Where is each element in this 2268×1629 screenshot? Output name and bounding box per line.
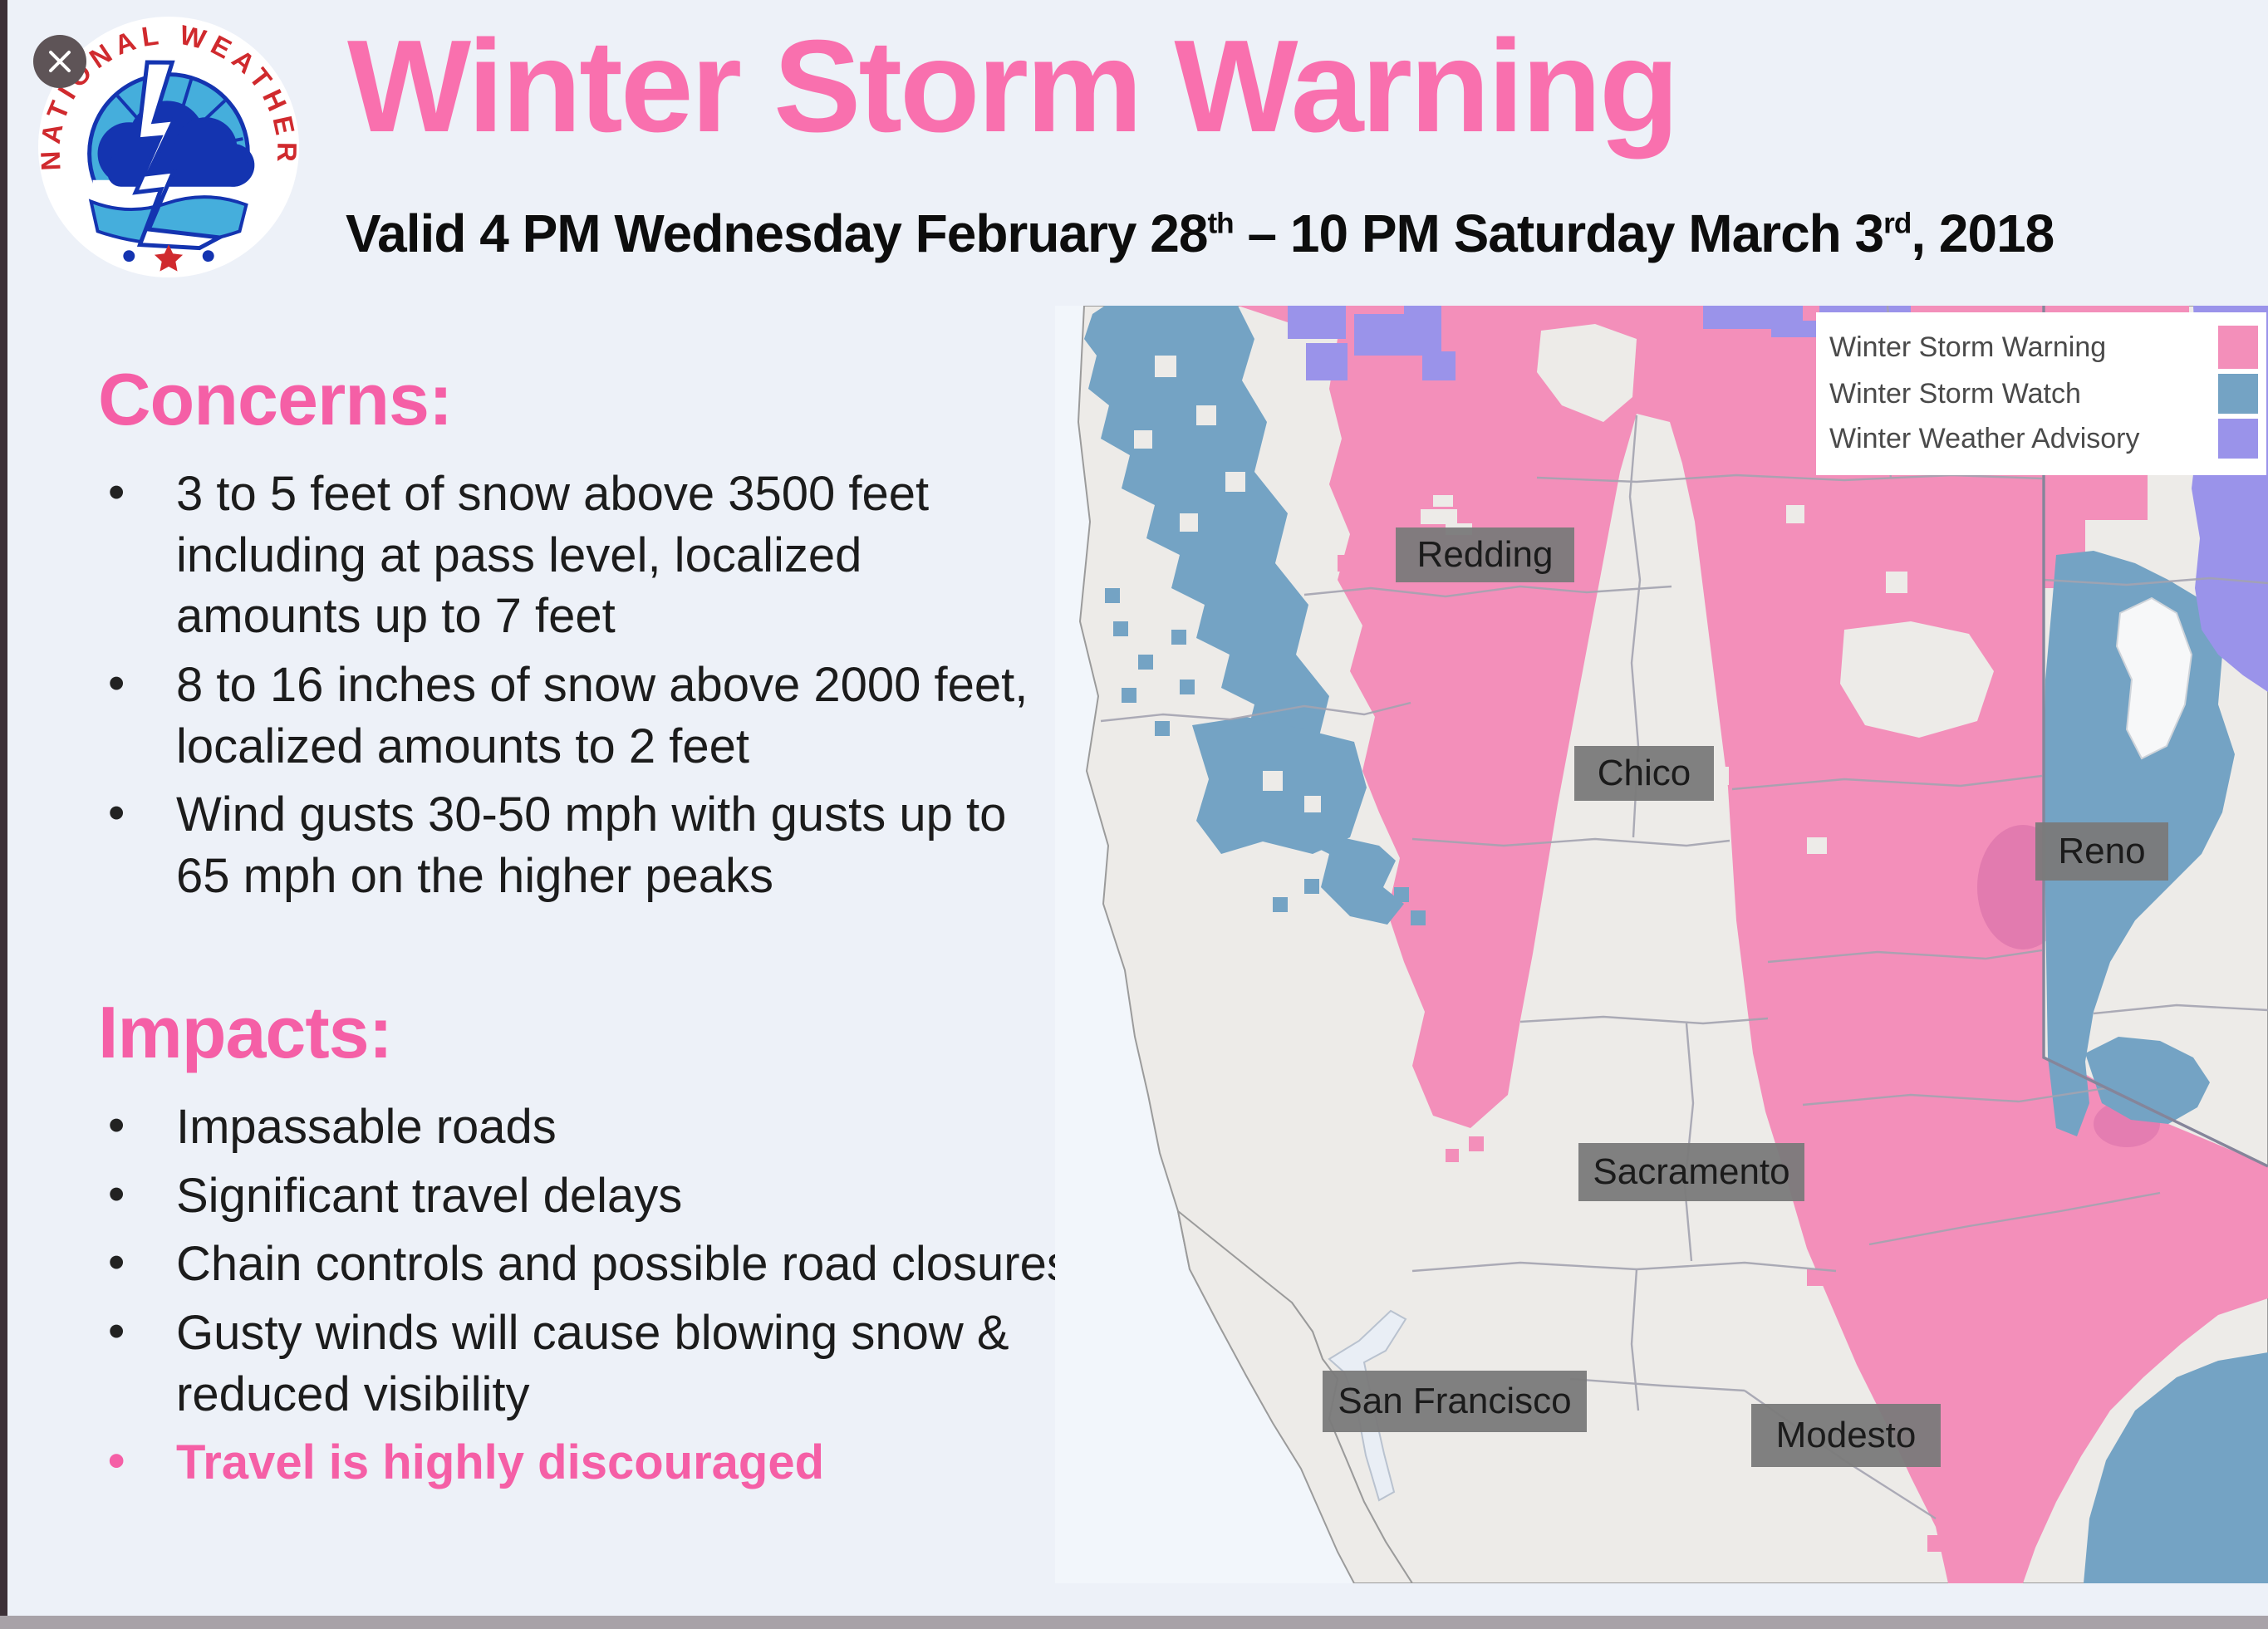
city-label-chico: Chico [1574, 746, 1714, 801]
bottom-scrollbar[interactable] [0, 1616, 2268, 1629]
impacts-list: Impassable roads Significant travel dela… [98, 1095, 1116, 1494]
legend-row-advisory: Winter Weather Advisory [1829, 419, 2258, 459]
list-item: Gusty winds will cause blowing snow & re… [98, 1301, 1116, 1425]
superscript-rd: rd [1883, 207, 1912, 240]
map-legend: Winter Storm Warning Winter Storm Watch … [1816, 312, 2266, 475]
city-label-reno: Reno [2035, 822, 2168, 881]
warning-scatter [1338, 364, 2021, 1571]
legend-row-watch: Winter Storm Watch [1829, 374, 2258, 414]
city-label-redding: Redding [1396, 527, 1574, 582]
list-item: Wind gusts 30-50 mph with gusts up to 65… [98, 783, 1045, 906]
validity-subtitle: Valid 4 PM Wednesday February 28th – 10 … [346, 204, 2054, 263]
city-label-sacramento: Sacramento [1578, 1143, 1804, 1201]
close-button[interactable] [33, 35, 86, 88]
stars-icon [123, 244, 214, 272]
watch-holes [1134, 356, 1321, 812]
lightning-bolt-icon [132, 60, 227, 251]
close-icon [49, 51, 71, 72]
basemap-svg [1055, 306, 2268, 1583]
impacts-heading: Impacts: [98, 991, 393, 1073]
list-item: 3 to 5 feet of snow above 3500 feet incl… [98, 462, 1045, 647]
advisory-swatch [2218, 419, 2258, 459]
warning-holes [1421, 324, 1994, 854]
coast-peninsula [1176, 1209, 1414, 1583]
city-label-san-francisco: San Francisco [1323, 1371, 1587, 1432]
list-item: Significant travel delays [98, 1164, 1116, 1227]
travel-discouraged-item: Travel is highly discouraged [98, 1430, 1116, 1494]
legend-label: Winter Weather Advisory [1829, 422, 2140, 454]
concerns-heading: Concerns: [98, 358, 453, 440]
warning-swatch [2218, 326, 2258, 369]
list-item: 8 to 16 inches of snow above 2000 feet, … [98, 653, 1045, 777]
warning-map: Winter Storm Warning Winter Storm Watch … [1055, 306, 2268, 1583]
watch-swatch [2218, 374, 2258, 414]
list-item: Chain controls and possible road closure… [98, 1232, 1116, 1295]
legend-label: Winter Storm Warning [1829, 331, 2107, 363]
impacts-section: Impacts: Impassable roads Significant tr… [98, 990, 1116, 1501]
legend-row-warning: Winter Storm Warning [1829, 326, 2258, 369]
state-border [2042, 306, 2268, 1168]
legend-label: Winter Storm Watch [1829, 377, 2081, 410]
warning-region [1238, 306, 2268, 1583]
list-item: Impassable roads [98, 1095, 1116, 1158]
concerns-section: Concerns: 3 to 5 feet of snow above 3500… [98, 357, 1045, 915]
concerns-list: 3 to 5 feet of snow above 3500 feet incl… [98, 462, 1045, 907]
page-title: Winter Storm Warning [347, 13, 1679, 159]
left-edge-strip [0, 0, 7, 1629]
city-label-modesto: Modesto [1751, 1404, 1941, 1467]
superscript-th: th [1207, 207, 1234, 240]
pyramid-lake [2115, 596, 2193, 760]
nws-logo: NATIONAL WEATHER SERVICE [37, 15, 300, 278]
